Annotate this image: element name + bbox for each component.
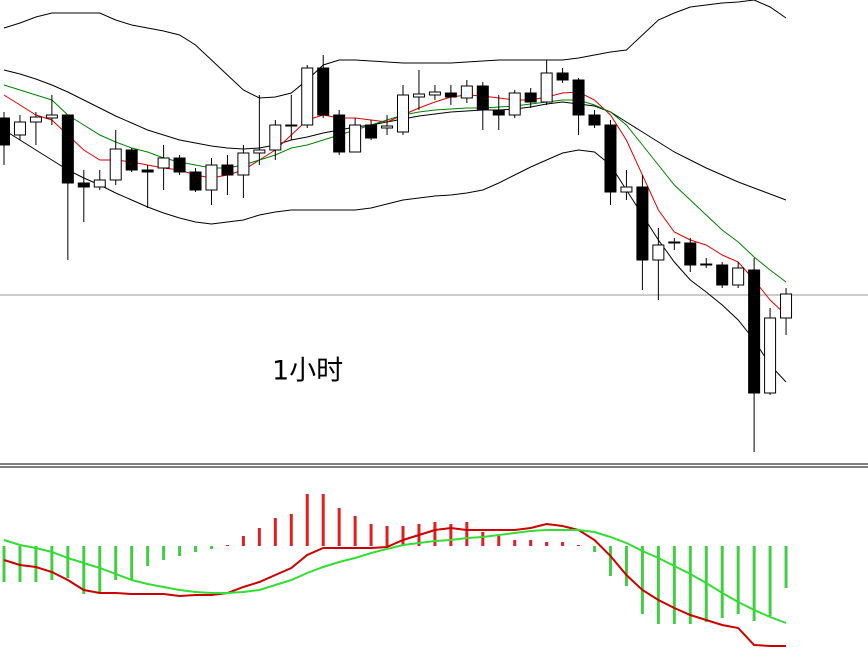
indicator-line — [3, 529, 787, 624]
candle-body — [476, 85, 489, 111]
candle-body — [253, 149, 266, 154]
candle-body — [572, 79, 585, 116]
candle-body — [716, 264, 729, 286]
candle-body — [428, 91, 441, 96]
candle-body — [349, 124, 362, 153]
candle-body — [189, 171, 202, 191]
candle-body — [381, 125, 394, 129]
candle-body — [460, 85, 473, 99]
candle-body — [556, 72, 569, 81]
candle-body — [636, 186, 649, 261]
candle-body — [684, 242, 697, 266]
candle-body — [365, 124, 378, 139]
candle-body — [732, 267, 745, 286]
candle-body — [93, 179, 106, 188]
candle-body — [285, 124, 298, 127]
candle-body — [317, 67, 330, 116]
candle-body — [397, 94, 409, 133]
candle-body — [668, 241, 681, 244]
candle-body — [29, 116, 42, 123]
candle-body — [173, 157, 186, 173]
candle-body — [780, 293, 793, 319]
candle-body — [652, 244, 665, 261]
candle-body — [620, 186, 633, 193]
candle-body — [0, 117, 10, 146]
candle-body — [237, 152, 250, 176]
candle-body — [205, 164, 218, 191]
candle-body — [141, 169, 154, 173]
candle-body — [61, 114, 74, 184]
indicator-line — [3, 84, 787, 283]
candle-body — [333, 114, 346, 153]
candle-body — [157, 157, 170, 169]
candle-body — [45, 114, 58, 119]
candle-body — [125, 149, 138, 171]
candle-body — [700, 263, 713, 266]
indicator-line — [3, 0, 787, 99]
candle-body — [269, 124, 282, 151]
candle-body — [301, 67, 314, 126]
candle-body — [588, 114, 601, 126]
candle-body — [13, 121, 26, 136]
indicator-line — [3, 69, 787, 201]
candle-body — [221, 164, 234, 176]
indicator-line — [3, 522, 786, 647]
candle-body — [444, 92, 457, 98]
candle-body — [604, 124, 617, 193]
candle-body — [764, 317, 777, 394]
candle-body — [508, 92, 521, 116]
indicator-line — [3, 129, 787, 383]
candle-body — [524, 92, 537, 103]
candle-body — [412, 93, 425, 98]
candle-body — [540, 72, 553, 103]
candle-body — [109, 148, 122, 181]
candle-body — [77, 182, 90, 188]
timeframe-label: 1小时 — [272, 356, 343, 387]
candle-body — [492, 109, 505, 116]
candle-body — [748, 269, 761, 394]
